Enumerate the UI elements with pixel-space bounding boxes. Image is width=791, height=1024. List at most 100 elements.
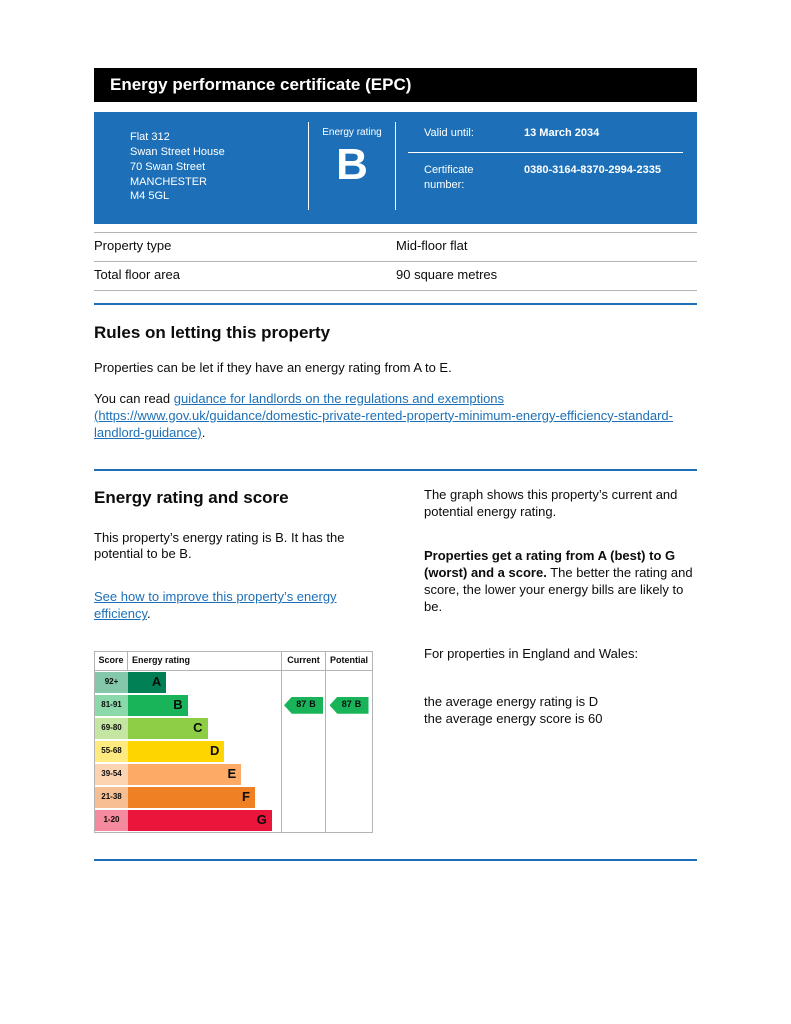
epc-band-row-d: 55-68 D bbox=[95, 739, 372, 763]
guidance-text-prefix: You can read bbox=[94, 390, 174, 406]
table-row: Total floor area 90 square metres bbox=[94, 260, 697, 291]
address-line: Flat 312 bbox=[130, 131, 170, 143]
band-letter-d: D bbox=[209, 742, 220, 758]
table-row: Property type Mid-floor flat bbox=[94, 232, 697, 261]
property-address: Flat 312 Swan Street House 70 Swan Stree… bbox=[94, 112, 308, 224]
energy-rating-section: Energy rating and score This property’s … bbox=[94, 471, 697, 833]
band-score-c: 69-80 bbox=[95, 717, 128, 739]
floor-area-value: 90 square metres bbox=[396, 266, 498, 282]
epc-band-row-e: 39-54 E bbox=[95, 762, 372, 786]
england-wales-text: For properties in England and Wales: bbox=[424, 645, 639, 661]
band-bar-g: G bbox=[128, 809, 272, 831]
section-divider bbox=[94, 469, 697, 472]
current-cell-f bbox=[281, 785, 325, 809]
potential-cell-b: 87 B bbox=[325, 693, 372, 717]
chart-header-score: Score bbox=[95, 652, 128, 670]
section-divider bbox=[94, 858, 697, 861]
letting-rules-text: Properties can be let if they have an en… bbox=[94, 359, 452, 375]
certificate-number-row: Certificate number: 0380-3164-8370-2994-… bbox=[408, 153, 683, 204]
rating-explanation-column: The graph shows this property’s current … bbox=[424, 487, 697, 832]
property-summary-table: Property type Mid-floor flat Total floor… bbox=[94, 232, 697, 291]
letting-rules-section: Rules on letting this property Propertie… bbox=[94, 322, 697, 442]
address-line: 70 Swan Street bbox=[130, 160, 206, 173]
guidance-text-suffix: . bbox=[201, 424, 206, 440]
potential-cell-a bbox=[325, 670, 372, 694]
band-bar-c: C bbox=[128, 717, 208, 739]
valid-until-label: Valid until: bbox=[424, 127, 474, 139]
band-bar-d: D bbox=[128, 740, 225, 762]
address-line: M4 5GL bbox=[130, 190, 170, 203]
band-letter-f: F bbox=[242, 788, 250, 804]
valid-until-row: Valid until: 13 March 2034 bbox=[408, 112, 683, 152]
band-letter-c: C bbox=[193, 719, 203, 735]
certificate-summary-banner: Flat 312 Swan Street House 70 Swan Stree… bbox=[94, 112, 697, 224]
improve-efficiency-link[interactable]: See how to improve this property’s energ… bbox=[94, 589, 337, 622]
current-cell-c bbox=[281, 716, 325, 740]
energy-rating-value: B bbox=[336, 140, 368, 189]
letting-guidance-paragraph: You can read guidance for landlords on t… bbox=[94, 391, 697, 442]
banner-divider bbox=[408, 152, 683, 154]
current-cell-d bbox=[281, 739, 325, 763]
epc-band-row-b: 81-91 B 87 B 87 B bbox=[95, 693, 372, 717]
certificate-number-label: Certificate number: bbox=[424, 164, 474, 191]
improve-paragraph: See how to improve this property’s energ… bbox=[94, 589, 394, 623]
rating-scale-text: Properties get a rating from A (best) to… bbox=[424, 548, 697, 616]
chart-header-row: Score Energy rating Current Potential bbox=[95, 652, 372, 671]
potential-rating-marker: 87 B bbox=[329, 696, 369, 714]
certificate-validity: Valid until: 13 March 2034 Certificate n… bbox=[408, 112, 683, 224]
band-bar-f: F bbox=[128, 786, 255, 808]
potential-cell-c bbox=[325, 716, 372, 740]
band-score-d: 55-68 bbox=[95, 740, 128, 762]
band-score-b: 81-91 bbox=[95, 694, 128, 716]
current-cell-a bbox=[281, 670, 325, 694]
band-letter-a: A bbox=[151, 673, 162, 689]
certificate-number-value: 0380-3164-8370-2994-2335 bbox=[524, 164, 662, 177]
floor-area-label: Total floor area bbox=[94, 266, 180, 282]
address-line: MANCHESTER bbox=[130, 175, 208, 188]
potential-cell-f bbox=[325, 785, 372, 809]
band-letter-g: G bbox=[256, 811, 267, 827]
average-rating-text: the average energy rating is D bbox=[424, 693, 599, 709]
potential-cell-d bbox=[325, 739, 372, 763]
current-rating-marker: 87 B bbox=[284, 696, 323, 714]
band-bar-b: B bbox=[128, 694, 188, 716]
band-score-a: 92+ bbox=[95, 671, 128, 693]
band-score-g: 1-20 bbox=[95, 809, 128, 831]
rating-scale-rest: The better the rating and score, the low… bbox=[424, 565, 693, 614]
potential-cell-g bbox=[325, 808, 372, 832]
chart-header-potential: Potential bbox=[325, 652, 372, 670]
epc-band-row-f: 21-38 F bbox=[95, 785, 372, 809]
page-title-bar: Energy performance certificate (EPC) bbox=[94, 68, 697, 102]
average-score-text: the average energy score is 60 bbox=[424, 710, 603, 726]
potential-letter: B bbox=[354, 699, 362, 710]
property-type-value: Mid-floor flat bbox=[396, 238, 468, 253]
current-letter: B bbox=[309, 699, 316, 710]
certificate-page: Energy performance certificate (EPC) Fla… bbox=[94, 0, 697, 861]
energy-rating-label: Energy rating bbox=[322, 127, 382, 138]
band-score-f: 21-38 bbox=[95, 786, 128, 808]
valid-until-value: 13 March 2034 bbox=[524, 127, 600, 139]
current-cell-b: 87 B bbox=[281, 693, 325, 717]
epc-band-row-a: 92+ A bbox=[95, 670, 372, 694]
epc-band-row-g: 1-20 G bbox=[95, 808, 372, 832]
potential-cell-e bbox=[325, 762, 372, 786]
current-cell-g bbox=[281, 808, 325, 832]
band-bar-a: A bbox=[128, 671, 167, 693]
band-bar-e: E bbox=[128, 763, 242, 785]
address-line: Swan Street House bbox=[130, 145, 225, 158]
current-score: 87 bbox=[296, 699, 307, 710]
rating-intro-text: This property’s energy rating is B. It h… bbox=[94, 529, 345, 562]
energy-rating-heading: Energy rating and score bbox=[94, 488, 289, 508]
rating-scale-bold: Properties get a rating from A (best) to… bbox=[424, 548, 676, 581]
landlord-guidance-link[interactable]: guidance for landlords on the regulation… bbox=[94, 390, 673, 440]
energy-rating-box: Energy rating B bbox=[308, 122, 396, 210]
epc-band-row-c: 69-80 C bbox=[95, 716, 372, 740]
band-letter-b: B bbox=[173, 696, 183, 712]
current-cell-e bbox=[281, 762, 325, 786]
band-letter-e: E bbox=[227, 765, 237, 781]
chart-header-rating: Energy rating bbox=[132, 655, 191, 666]
epc-rating-chart: Score Energy rating Current Potential 92… bbox=[94, 651, 373, 833]
improve-suffix: . bbox=[147, 606, 151, 622]
section-divider bbox=[94, 302, 697, 305]
property-type-label: Property type bbox=[94, 238, 172, 253]
